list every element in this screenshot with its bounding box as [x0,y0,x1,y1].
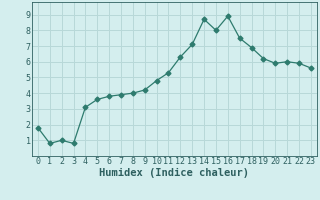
X-axis label: Humidex (Indice chaleur): Humidex (Indice chaleur) [100,168,249,178]
